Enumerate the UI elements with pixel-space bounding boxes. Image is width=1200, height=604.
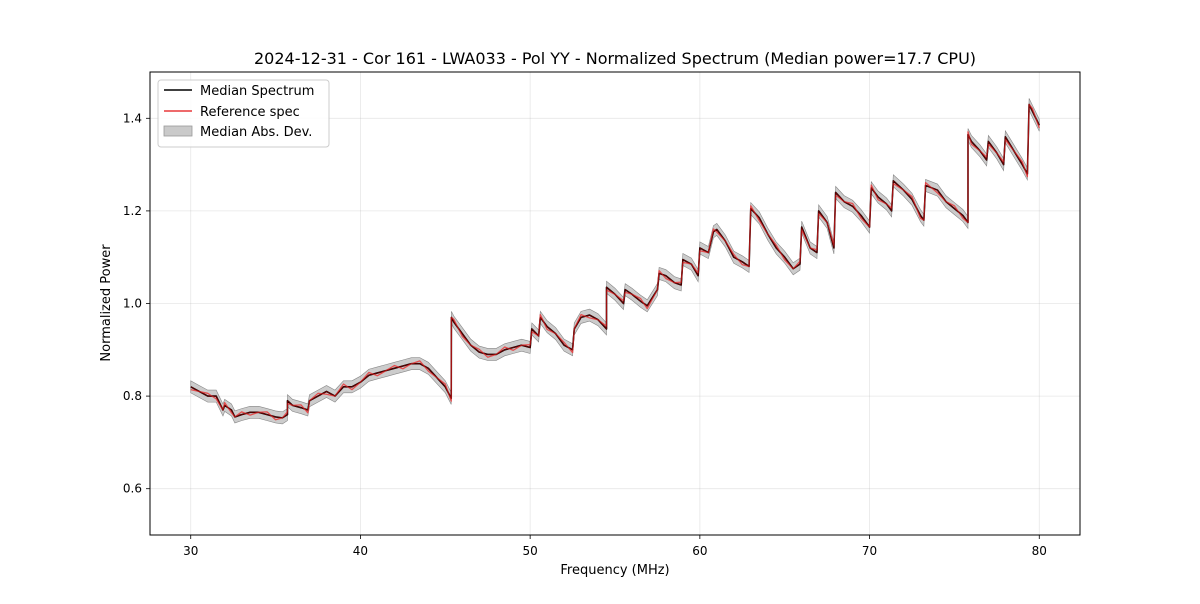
y-tick-label: 1.2 [123, 204, 142, 218]
median-abs-dev-band [190, 98, 1040, 425]
chart-title: 2024-12-31 - Cor 161 - LWA033 - Pol YY -… [254, 49, 976, 68]
x-tick-label: 70 [862, 544, 877, 558]
x-tick-label: 40 [353, 544, 368, 558]
y-tick-label: 1.4 [123, 111, 142, 125]
legend: Median Spectrum Reference spec Median Ab… [157, 79, 330, 148]
legend-label-reference-spec: Reference spec [200, 105, 300, 120]
x-tick-label: 60 [692, 544, 707, 558]
mad-band-layer [190, 98, 1040, 425]
x-axis-label: Frequency (MHz) [560, 563, 669, 578]
y-tick-label: 0.6 [123, 482, 142, 496]
y-tick-label: 1.0 [123, 297, 142, 311]
legend-box [157, 79, 330, 148]
legend-swatch-median-abs-dev [163, 125, 193, 137]
overlap-line [190, 103, 1040, 419]
legend-label-median-abs-dev: Median Abs. Dev. [200, 125, 312, 140]
x-tick-label: 80 [1032, 544, 1047, 558]
x-tick-label: 30 [183, 544, 198, 558]
y-axis-label: Normalized Power [99, 244, 114, 362]
legend-label-median-spectrum: Median Spectrum [200, 84, 314, 99]
series-layer [190, 103, 1040, 421]
y-tick-label: 0.8 [123, 389, 142, 403]
axis-layer: 30 40 50 60 70 80 0.6 0.8 1.0 1.2 1.4 [123, 111, 1047, 558]
x-tick-label: 50 [523, 544, 538, 558]
